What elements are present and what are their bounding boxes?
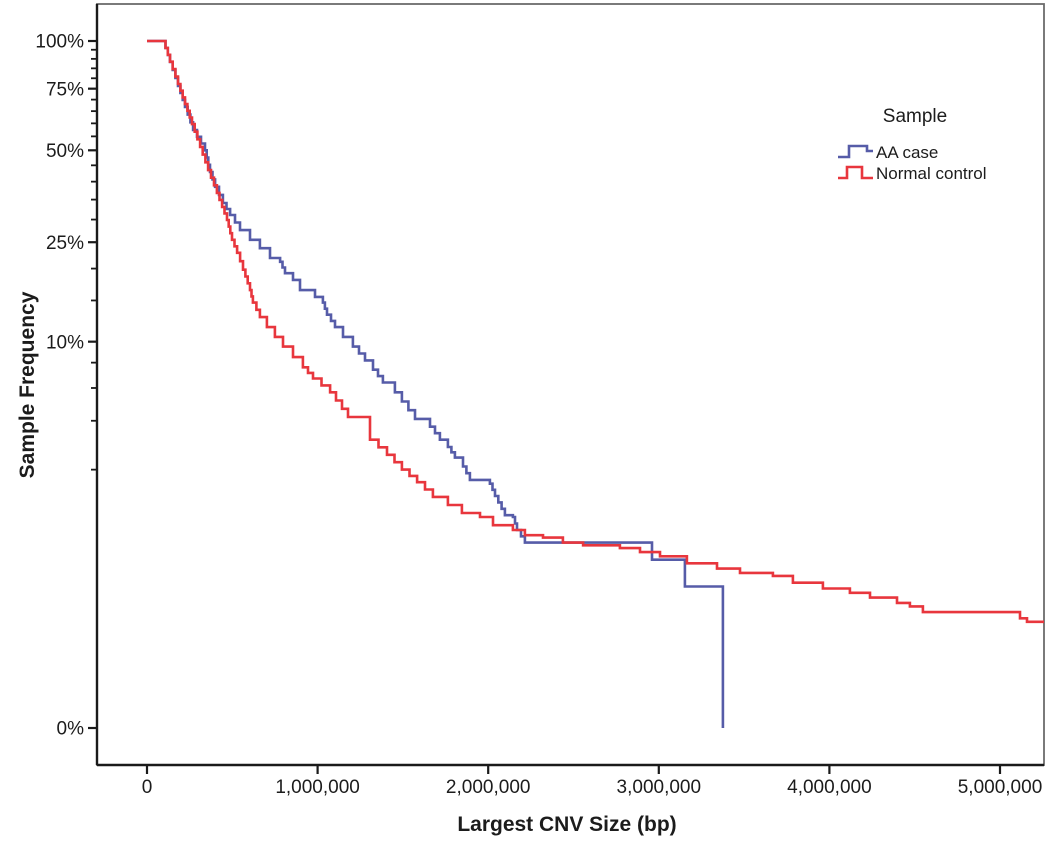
y-tick-label: 0%: [57, 719, 85, 740]
y-tick-label: 75%: [46, 79, 84, 100]
aa-case-step-line-symbol: [838, 144, 873, 159]
y-tick-label: 100%: [35, 32, 84, 53]
aa-case-curve: [147, 39, 725, 728]
y-tick-label: 25%: [46, 233, 84, 254]
legend-label-aa-case: AA case: [876, 143, 938, 162]
axis-ticks: 100% 75% 50% 25% 10% 0% 0 1,000,000 2,000,000 3,0…: [35, 32, 1042, 798]
y-axis-title: Sample Frequency: [16, 291, 39, 478]
curves-layer: [147, 39, 1044, 728]
x-axis-title: Largest CNV Size (bp): [457, 813, 676, 836]
y-tick-label: 50%: [46, 141, 84, 162]
x-tick-label: 1,000,000: [275, 777, 360, 798]
plot-border: [96, 3, 1045, 766]
x-tick-label: 2,000,000: [446, 777, 531, 798]
legend-title: Sample: [883, 106, 947, 127]
normal-control-step-line-symbol: [838, 165, 873, 180]
x-tick-label: 4,000,000: [787, 777, 872, 798]
x-tick-label: 5,000,000: [958, 777, 1043, 798]
legend-label-normal-control: Normal control: [876, 164, 987, 183]
legend: Sample AA case Normal control: [838, 106, 987, 183]
normal-control-curve: [147, 39, 1044, 624]
x-tick-label: 0: [142, 777, 153, 798]
x-tick-label: 3,000,000: [617, 777, 702, 798]
y-tick-label: 10%: [46, 332, 84, 353]
